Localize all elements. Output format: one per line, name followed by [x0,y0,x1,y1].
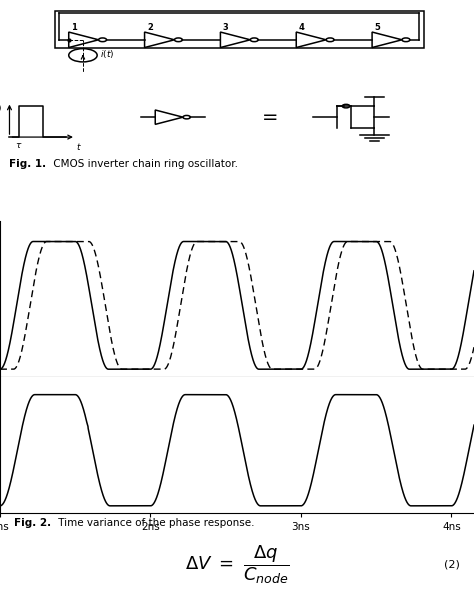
Text: 2: 2 [147,23,153,32]
Text: 4: 4 [299,23,304,32]
Text: (2): (2) [444,560,460,569]
Text: Time variance of the phase response.: Time variance of the phase response. [55,517,254,528]
Text: Fig. 2.: Fig. 2. [14,517,51,528]
Text: CMOS inverter chain ring oscillator.: CMOS inverter chain ring oscillator. [50,159,238,169]
Text: $t$: $t$ [76,142,82,153]
Text: $i(t)$: $i(t)$ [0,102,2,113]
Text: Fig. 1.: Fig. 1. [9,159,46,169]
Text: 5: 5 [374,23,380,32]
Text: 1: 1 [71,23,77,32]
X-axis label: Time: Time [222,397,252,407]
Bar [55,11,424,48]
Text: $\Delta V \ = \ \dfrac{\Delta q}{C_{node}}$: $\Delta V \ = \ \dfrac{\Delta q}{C_{node… [184,544,290,586]
Text: 3: 3 [223,23,228,32]
Text: $\tau$: $\tau$ [15,142,23,151]
Text: $i(t)$: $i(t)$ [100,48,114,60]
Text: =: = [262,108,278,127]
